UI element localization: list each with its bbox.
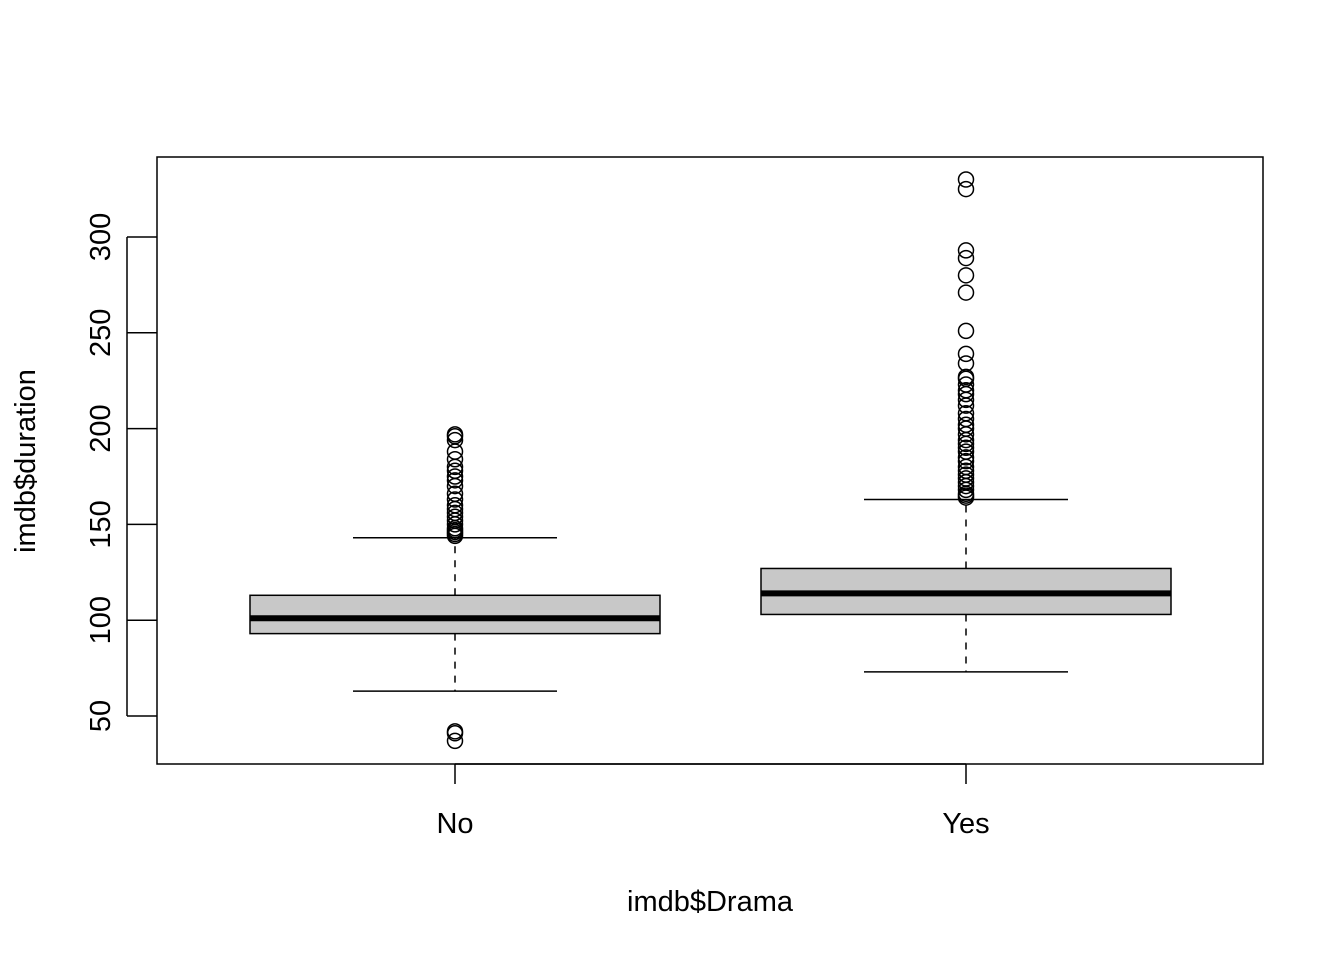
outlier-point [957, 439, 975, 457]
outlier-point [957, 171, 975, 188]
outlier-point [446, 732, 464, 750]
x-tick-label: No [436, 808, 473, 840]
outlier-point [957, 368, 975, 386]
outlier-point [446, 451, 464, 468]
outlier-point [957, 410, 975, 428]
outlier-point [957, 249, 975, 267]
outlier-point [957, 416, 975, 434]
outlier-point [446, 426, 464, 443]
y-axis-label: imdb$duration [10, 369, 42, 553]
box-yes [760, 171, 1172, 673]
outlier-point [957, 443, 975, 460]
outlier-point [957, 466, 975, 483]
y-axis: 50 100 150 200 250 300 [85, 213, 157, 732]
x-axis: No Yes [436, 763, 990, 840]
outlier-point [957, 452, 975, 470]
outlier-point [957, 462, 975, 480]
outlier-point [957, 470, 975, 487]
outlier-point [957, 180, 975, 198]
outlier-point [957, 345, 975, 363]
outlier-point [446, 508, 464, 525]
outlier-point [957, 284, 975, 301]
outlier-point [957, 376, 975, 393]
outlier-point [446, 496, 464, 514]
outlier-point [957, 382, 975, 399]
y-tick-label: 100 [85, 596, 117, 644]
outlier-point [957, 322, 975, 340]
box-group [249, 171, 1172, 750]
outlier-point [957, 355, 975, 372]
outlier-point [446, 491, 464, 508]
outlier-point [446, 472, 464, 489]
outlier-point [957, 267, 975, 284]
outlier-point [957, 405, 975, 422]
y-tick-label: 150 [85, 500, 117, 548]
outlier-point [446, 468, 464, 485]
y-tick-label: 250 [85, 309, 117, 357]
y-tick-label: 50 [85, 700, 117, 732]
outlier-point [957, 449, 975, 466]
outlier-point [446, 462, 464, 480]
x-tick-label: Yes [942, 808, 989, 840]
x-axis-label: imdb$Drama [627, 886, 794, 918]
outlier-point [957, 242, 975, 259]
y-tick-label: 300 [85, 213, 117, 261]
box-no [249, 426, 661, 750]
y-tick-label: 200 [85, 404, 117, 452]
outlier-point [446, 504, 464, 522]
plot-frame [156, 156, 1264, 765]
iqr-box [249, 594, 661, 635]
outlier-point [446, 431, 464, 449]
outlier-point [446, 723, 464, 740]
outlier-point [446, 485, 464, 502]
